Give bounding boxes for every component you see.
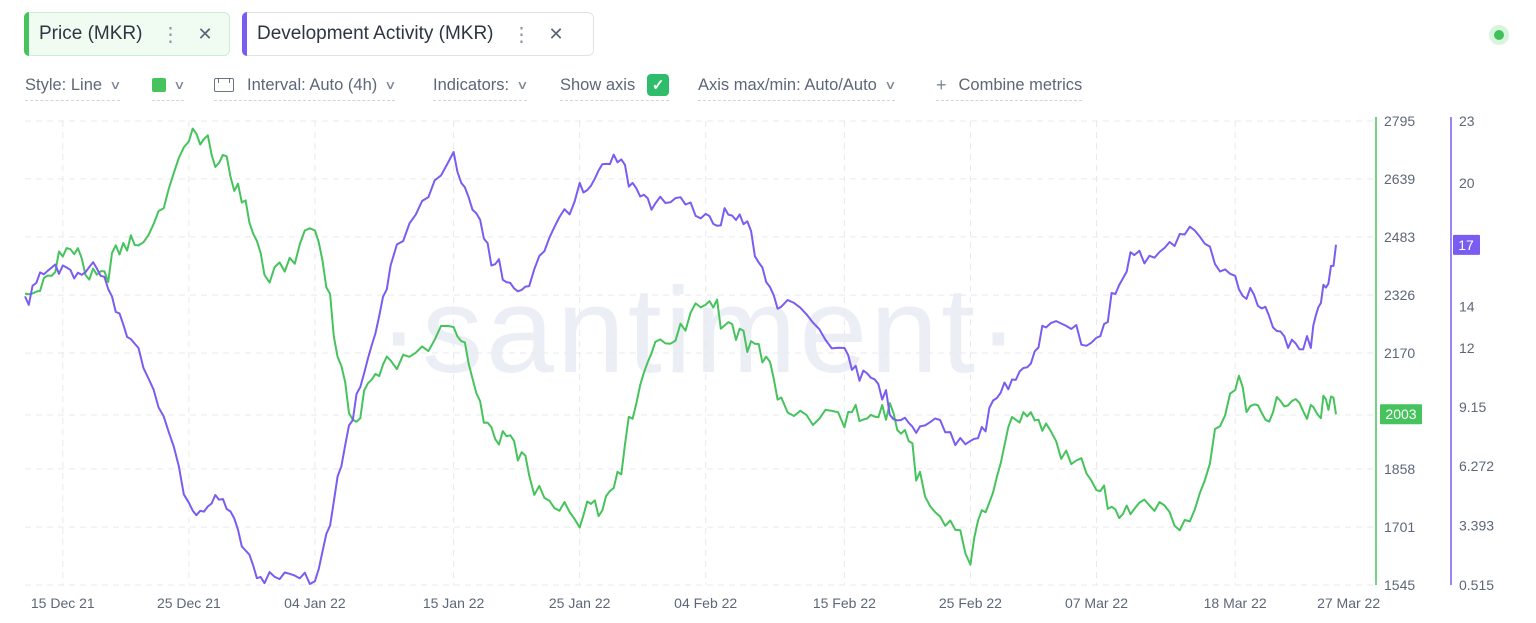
close-icon[interactable]: ✕ xyxy=(197,23,213,44)
interval-label: Interval: Auto (4h) xyxy=(247,75,378,94)
grid xyxy=(25,120,1376,586)
y-tick-label: 9.15 xyxy=(1459,399,1486,415)
calendar-icon xyxy=(214,78,234,92)
interval-dropdown[interactable]: Interval: Auto (4h) ∨ xyxy=(214,70,397,101)
axis-maxmin-dropdown[interactable]: Axis max/min: Auto/Auto ∨ xyxy=(698,70,897,101)
color-swatch-icon xyxy=(152,78,166,92)
plus-icon: + xyxy=(936,74,947,95)
chip-label: Price (MKR) xyxy=(39,23,143,44)
checkbox-checked-icon[interactable]: ✓ xyxy=(647,74,670,96)
last-value-badge-dev xyxy=(1453,234,1480,255)
y-axis-right: 23 20 14 12 9.15 6.272 3.393 0.515 xyxy=(1450,113,1494,593)
live-status-icon xyxy=(1489,25,1509,45)
y-tick-label: 2639 xyxy=(1384,171,1415,187)
metric-chip-dev-activity[interactable]: Development Activity (MKR) ⋮ ✕ xyxy=(242,12,594,56)
last-value-badges: 2003 17 xyxy=(1380,234,1480,425)
y-tick-label: 0.515 xyxy=(1459,577,1494,593)
x-axis: 15 Dec 21 25 Dec 21 04 Jan 22 15 Jan 22 25 J… xyxy=(31,595,1380,611)
y-tick-label: 2483 xyxy=(1384,229,1415,245)
series-line-dev-activity xyxy=(24,151,1337,585)
axis-maxmin-label: Axis max/min: Auto/Auto xyxy=(698,75,877,94)
show-axis-toggle[interactable]: Show axis ✓ xyxy=(560,70,670,101)
series-line-price xyxy=(24,127,1337,566)
x-tick-label: 15 Dec 21 xyxy=(31,595,95,611)
y-tick-label: 1701 xyxy=(1384,519,1415,535)
x-tick-label: 25 Jan 22 xyxy=(549,595,611,611)
color-picker[interactable]: ∨ xyxy=(152,70,186,101)
y-tick-label: 3.393 xyxy=(1459,518,1494,534)
chip-color-bar xyxy=(242,12,247,56)
y-tick-label: 14 xyxy=(1459,299,1475,315)
metric-chip-price[interactable]: Price (MKR) ⋮ ✕ xyxy=(24,12,230,56)
watermark: ·santiment· xyxy=(378,262,1021,398)
x-tick-label: 25 Dec 21 xyxy=(157,595,221,611)
style-dropdown[interactable]: Style: Line ∨ xyxy=(25,70,122,101)
more-options-icon[interactable]: ⋮ xyxy=(511,23,532,46)
combine-metrics-button[interactable]: + Combine metrics xyxy=(936,70,1083,101)
y-tick-label: 2795 xyxy=(1384,113,1415,129)
y-tick-label: 1858 xyxy=(1384,461,1415,477)
chevron-down-icon: ∨ xyxy=(884,78,897,92)
close-icon[interactable]: ✕ xyxy=(548,23,564,44)
x-tick-label: 07 Mar 22 xyxy=(1065,595,1128,611)
y-tick-label: 20 xyxy=(1459,175,1475,191)
last-value-label-price: 2003 xyxy=(1385,406,1416,422)
show-axis-label: Show axis xyxy=(560,75,636,94)
indicators-label: Indicators: xyxy=(433,75,510,94)
x-tick-label: 15 Jan 22 xyxy=(423,595,485,611)
chevron-down-icon: ∨ xyxy=(173,78,186,92)
x-tick-label: 04 Jan 22 xyxy=(284,595,346,611)
chip-color-bar xyxy=(24,12,29,56)
x-tick-label: 25 Feb 22 xyxy=(939,595,1002,611)
chevron-down-icon: ∨ xyxy=(384,78,397,92)
style-label: Style: Line xyxy=(25,75,103,94)
x-tick-label: 27 Mar 22 xyxy=(1317,595,1380,611)
y-tick-label: 1545 xyxy=(1384,577,1415,593)
y-tick-label: 12 xyxy=(1459,340,1475,356)
y-tick-label: 2326 xyxy=(1384,287,1415,303)
last-value-label-dev: 17 xyxy=(1458,237,1474,253)
more-options-icon[interactable]: ⋮ xyxy=(160,23,180,46)
chart-toolbar: Style: Line ∨ ∨ Interval: Auto (4h) ∨ Indi… xyxy=(0,70,1536,101)
y-tick-label: 6.272 xyxy=(1459,458,1494,474)
last-value-badge-price xyxy=(1380,404,1422,425)
y-tick-label: 23 xyxy=(1459,113,1475,129)
y-tick-label: 2170 xyxy=(1384,345,1415,361)
x-tick-label: 18 Mar 22 xyxy=(1204,595,1267,611)
x-tick-label: 15 Feb 22 xyxy=(813,595,876,611)
chip-label: Development Activity (MKR) xyxy=(257,23,494,44)
x-tick-label: 04 Feb 22 xyxy=(674,595,737,611)
y-axis-left: 2795 2639 2483 2326 2170 1858 1701 1545 xyxy=(1375,113,1415,593)
indicators-dropdown[interactable]: Indicators: ∨ xyxy=(433,70,529,101)
chevron-down-icon: ∨ xyxy=(109,78,122,92)
combine-label: Combine metrics xyxy=(958,75,1083,94)
chevron-down-icon: ∨ xyxy=(516,78,529,92)
